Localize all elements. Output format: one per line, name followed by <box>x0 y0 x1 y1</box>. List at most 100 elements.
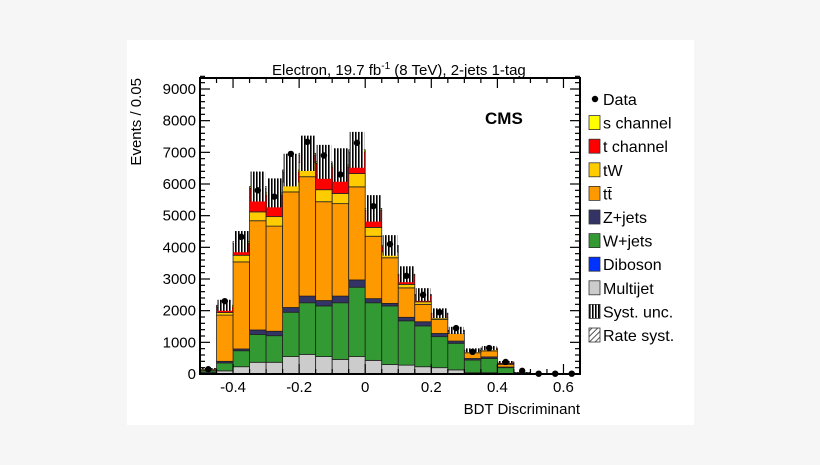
data-point <box>304 138 311 146</box>
y-tick-label: 5000 <box>163 208 196 225</box>
bar-w-jets <box>249 334 267 363</box>
legend-swatch <box>588 327 601 343</box>
bar-w-jets <box>381 305 399 365</box>
legend-item: Z+jets <box>588 209 647 227</box>
syst-unc-band <box>250 171 266 202</box>
bar-multijet <box>282 356 300 375</box>
bar-w-jets <box>298 302 317 355</box>
bar-multijet <box>298 353 317 375</box>
bar-w-jets <box>232 350 250 368</box>
legend-swatch <box>588 303 601 319</box>
bar-w-jets <box>348 286 366 357</box>
bar-z-jets <box>331 295 350 304</box>
y-tick-label: 7000 <box>163 144 196 161</box>
bar-tt- <box>447 333 465 342</box>
data-point <box>337 171 344 178</box>
bar-multijet <box>348 356 366 375</box>
data-point <box>353 139 361 147</box>
data-point <box>518 367 526 375</box>
legend-swatch <box>588 185 601 201</box>
legend-item: tW <box>588 162 623 180</box>
data-point <box>419 291 427 299</box>
bar-w-jets <box>265 335 284 363</box>
data-point <box>238 233 245 241</box>
syst-unc-band <box>316 144 332 179</box>
x-tick-label: 0 <box>361 379 369 396</box>
bar-tw <box>249 211 267 222</box>
data-marker-icon <box>591 95 599 103</box>
bar-tt- <box>414 303 432 323</box>
bar-tt- <box>364 235 383 300</box>
bar-w-jets <box>447 342 465 371</box>
data-point <box>436 309 443 316</box>
syst-unc-band <box>333 148 348 182</box>
bar-tw <box>232 254 250 263</box>
legend-item: Rate syst. <box>588 327 674 345</box>
chart-title: Electron, 19.7 fb-1 (8 TeV), 2-jets 1-ta… <box>272 61 526 79</box>
data-point <box>254 187 262 194</box>
bar-multijet <box>232 366 250 375</box>
y-tick-label: 8000 <box>163 113 196 130</box>
bar-w-jets <box>315 305 333 357</box>
syst-unc-band <box>267 178 282 208</box>
legend-item: Multijet <box>588 280 654 298</box>
legend-item: Diboson <box>588 256 662 274</box>
data-point <box>205 366 212 373</box>
bar-multijet <box>249 361 267 375</box>
syst-unc-band <box>283 153 299 187</box>
bar-z-jets <box>315 300 333 307</box>
legend-item: Data <box>591 92 637 109</box>
legend-item: W+jets <box>588 233 652 251</box>
bar-tt- <box>381 257 399 304</box>
legend-item: t channel <box>588 138 668 156</box>
bar-tt- <box>249 220 267 331</box>
data-point <box>386 240 394 248</box>
bar-w-jets <box>463 359 482 374</box>
data-point <box>502 358 509 366</box>
legend-label: W+jets <box>603 234 652 251</box>
legend-label: s channel <box>603 116 672 133</box>
cms-label: CMS <box>485 109 523 128</box>
syst-unc-band <box>234 231 249 253</box>
bar-multijet <box>315 356 333 375</box>
data-point <box>485 344 493 352</box>
figure: -0.4 -0.2 0 0.2 0.4 0.6 0 1000 2000 3000 4000 5000 6… <box>127 40 694 425</box>
bar-multijet <box>397 364 416 375</box>
bar-tt- <box>232 261 250 350</box>
legend-label: tW <box>603 163 623 180</box>
bar-w-jets <box>282 311 300 357</box>
bar-multijet <box>364 359 383 375</box>
legend-swatch <box>588 138 601 154</box>
bar-z-jets <box>249 329 267 335</box>
legend-item: s channel <box>588 115 672 133</box>
bar-tw <box>364 226 383 237</box>
bar-multijet <box>381 364 399 375</box>
legend-swatch <box>588 233 601 249</box>
bar-tt- <box>430 319 449 334</box>
bar-z-jets <box>364 298 383 304</box>
bar-w-jets <box>496 367 515 375</box>
bar-tt- <box>397 287 416 318</box>
legend-label: Syst. unc. <box>603 304 673 321</box>
bar-z-jets <box>430 333 449 338</box>
bar-tw <box>348 173 366 188</box>
syst-unc-band <box>300 135 315 171</box>
legend-label: tt̄ <box>603 186 612 203</box>
y-tick-label: 1000 <box>163 334 196 351</box>
data-point <box>403 272 410 280</box>
x-tick-label: 0.2 <box>421 379 442 396</box>
bar-w-jets <box>480 358 498 374</box>
x-tick-label: 0.6 <box>553 379 574 396</box>
data-point <box>469 348 476 356</box>
x-tick-label: -0.2 <box>286 379 312 396</box>
bar-tt- <box>282 191 300 308</box>
y-tick-label: 4000 <box>163 239 196 256</box>
bar-z-jets <box>298 295 317 304</box>
syst-unc-band <box>217 299 233 311</box>
bar-z-jets <box>397 316 416 322</box>
legend-swatch <box>588 280 601 296</box>
data-point <box>221 297 228 305</box>
bar-tt- <box>315 201 333 301</box>
legend-swatch <box>588 209 601 225</box>
bar-tt- <box>265 225 284 332</box>
